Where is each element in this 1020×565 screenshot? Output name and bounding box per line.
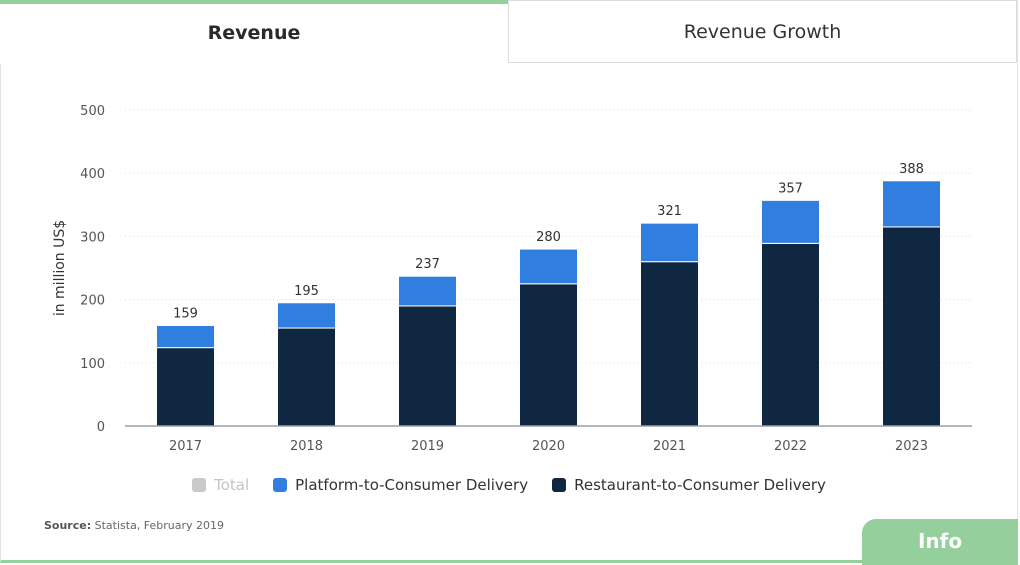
x-tick-label: 2019 xyxy=(411,439,444,454)
bar-segment-restaurant[interactable] xyxy=(519,283,578,427)
bar-segment-platform[interactable] xyxy=(761,199,820,244)
legend: Total Platform-to-Consumer Delivery Rest… xyxy=(0,476,1018,494)
legend-item-total[interactable]: Total xyxy=(192,476,249,494)
bar-total-label: 159 xyxy=(173,307,198,322)
bar-segment-platform[interactable] xyxy=(519,248,578,285)
stacked-bar-chart: 0 100 200 300 400 500 159 195 237 280 321 357 388 2… xyxy=(52,104,972,454)
info-button[interactable]: Info xyxy=(862,519,1018,565)
legend-swatch-restaurant xyxy=(552,478,567,492)
legend-swatch-total xyxy=(192,478,207,492)
bar-total-label: 388 xyxy=(899,162,924,177)
legend-label-platform: Platform-to-Consumer Delivery xyxy=(295,476,529,494)
y-axis: 0 100 200 300 400 500 xyxy=(80,104,105,435)
x-tick-label: 2018 xyxy=(290,439,323,454)
y-axis-label: in million US$ xyxy=(52,220,68,316)
legend-label-total: Total xyxy=(214,476,250,494)
bar-segment-platform[interactable] xyxy=(156,325,215,349)
y-tick-label: 100 xyxy=(80,357,105,372)
y-tick-label: 200 xyxy=(80,294,105,309)
bar-total-label: 237 xyxy=(415,257,440,272)
y-tick-label: 400 xyxy=(80,167,105,182)
tab-revenue[interactable]: Revenue xyxy=(0,0,508,64)
source-label: Source: xyxy=(44,519,92,532)
y-tick-label: 0 xyxy=(97,420,105,435)
y-tick-label: 300 xyxy=(80,230,105,245)
bar-segment-platform[interactable] xyxy=(277,302,336,329)
legend-item-restaurant[interactable]: Restaurant-to-Consumer Delivery xyxy=(552,476,826,494)
bars: 159 195 237 280 321 357 388 xyxy=(156,162,941,427)
source-note: Source: Statista, February 2019 xyxy=(44,519,224,532)
bar-total-label: 195 xyxy=(294,284,319,299)
source-text: Statista, February 2019 xyxy=(91,519,225,532)
tab-revenue-growth[interactable]: Revenue Growth xyxy=(508,0,1017,63)
bar-total-label: 357 xyxy=(778,181,803,196)
bar-segment-platform[interactable] xyxy=(398,275,457,307)
x-tick-label: 2017 xyxy=(169,439,202,454)
legend-swatch-platform xyxy=(273,478,288,492)
bar-segment-restaurant[interactable] xyxy=(761,242,820,427)
bar-segment-restaurant[interactable] xyxy=(156,347,215,427)
bar-segment-restaurant[interactable] xyxy=(640,261,699,427)
x-axis: 2017 2018 2019 2020 2021 2022 2023 xyxy=(125,425,972,454)
bar-segment-platform[interactable] xyxy=(882,180,941,228)
x-tick-label: 2021 xyxy=(653,439,686,454)
y-tick-label: 500 xyxy=(80,104,105,119)
bar-total-label: 321 xyxy=(657,204,682,219)
x-tick-label: 2023 xyxy=(895,439,928,454)
bar-segment-restaurant[interactable] xyxy=(277,327,336,427)
x-tick-label: 2022 xyxy=(774,439,807,454)
bar-segment-restaurant[interactable] xyxy=(398,305,457,427)
legend-label-restaurant: Restaurant-to-Consumer Delivery xyxy=(574,476,826,494)
x-tick-label: 2020 xyxy=(532,439,565,454)
bar-segment-platform[interactable] xyxy=(640,222,699,263)
bar-total-label: 280 xyxy=(536,230,561,245)
legend-item-platform[interactable]: Platform-to-Consumer Delivery xyxy=(273,476,528,494)
bar-segment-restaurant[interactable] xyxy=(882,226,941,427)
